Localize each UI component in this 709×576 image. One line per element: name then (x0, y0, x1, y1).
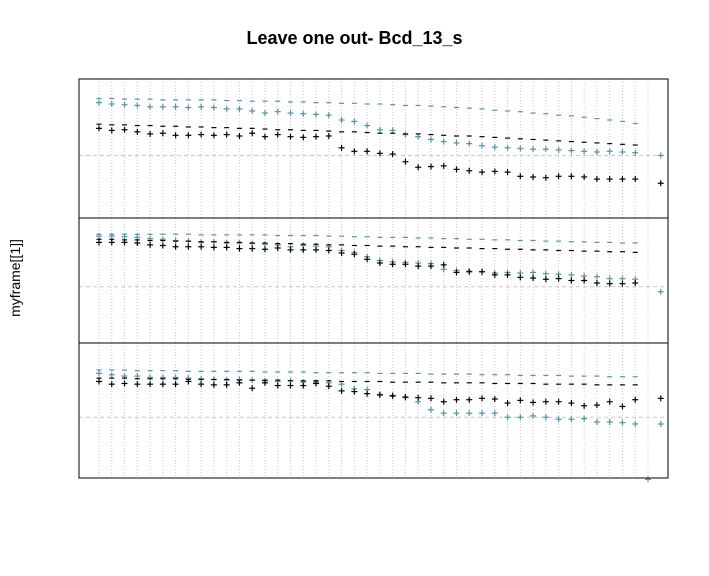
plot-frames (78, 78, 669, 479)
chart-title: Leave one out- Bcd_13_s (246, 28, 463, 48)
plot-border (78, 78, 669, 479)
panel-top (79, 79, 668, 218)
panel-bottom (79, 343, 668, 483)
panel-middle (79, 218, 668, 343)
